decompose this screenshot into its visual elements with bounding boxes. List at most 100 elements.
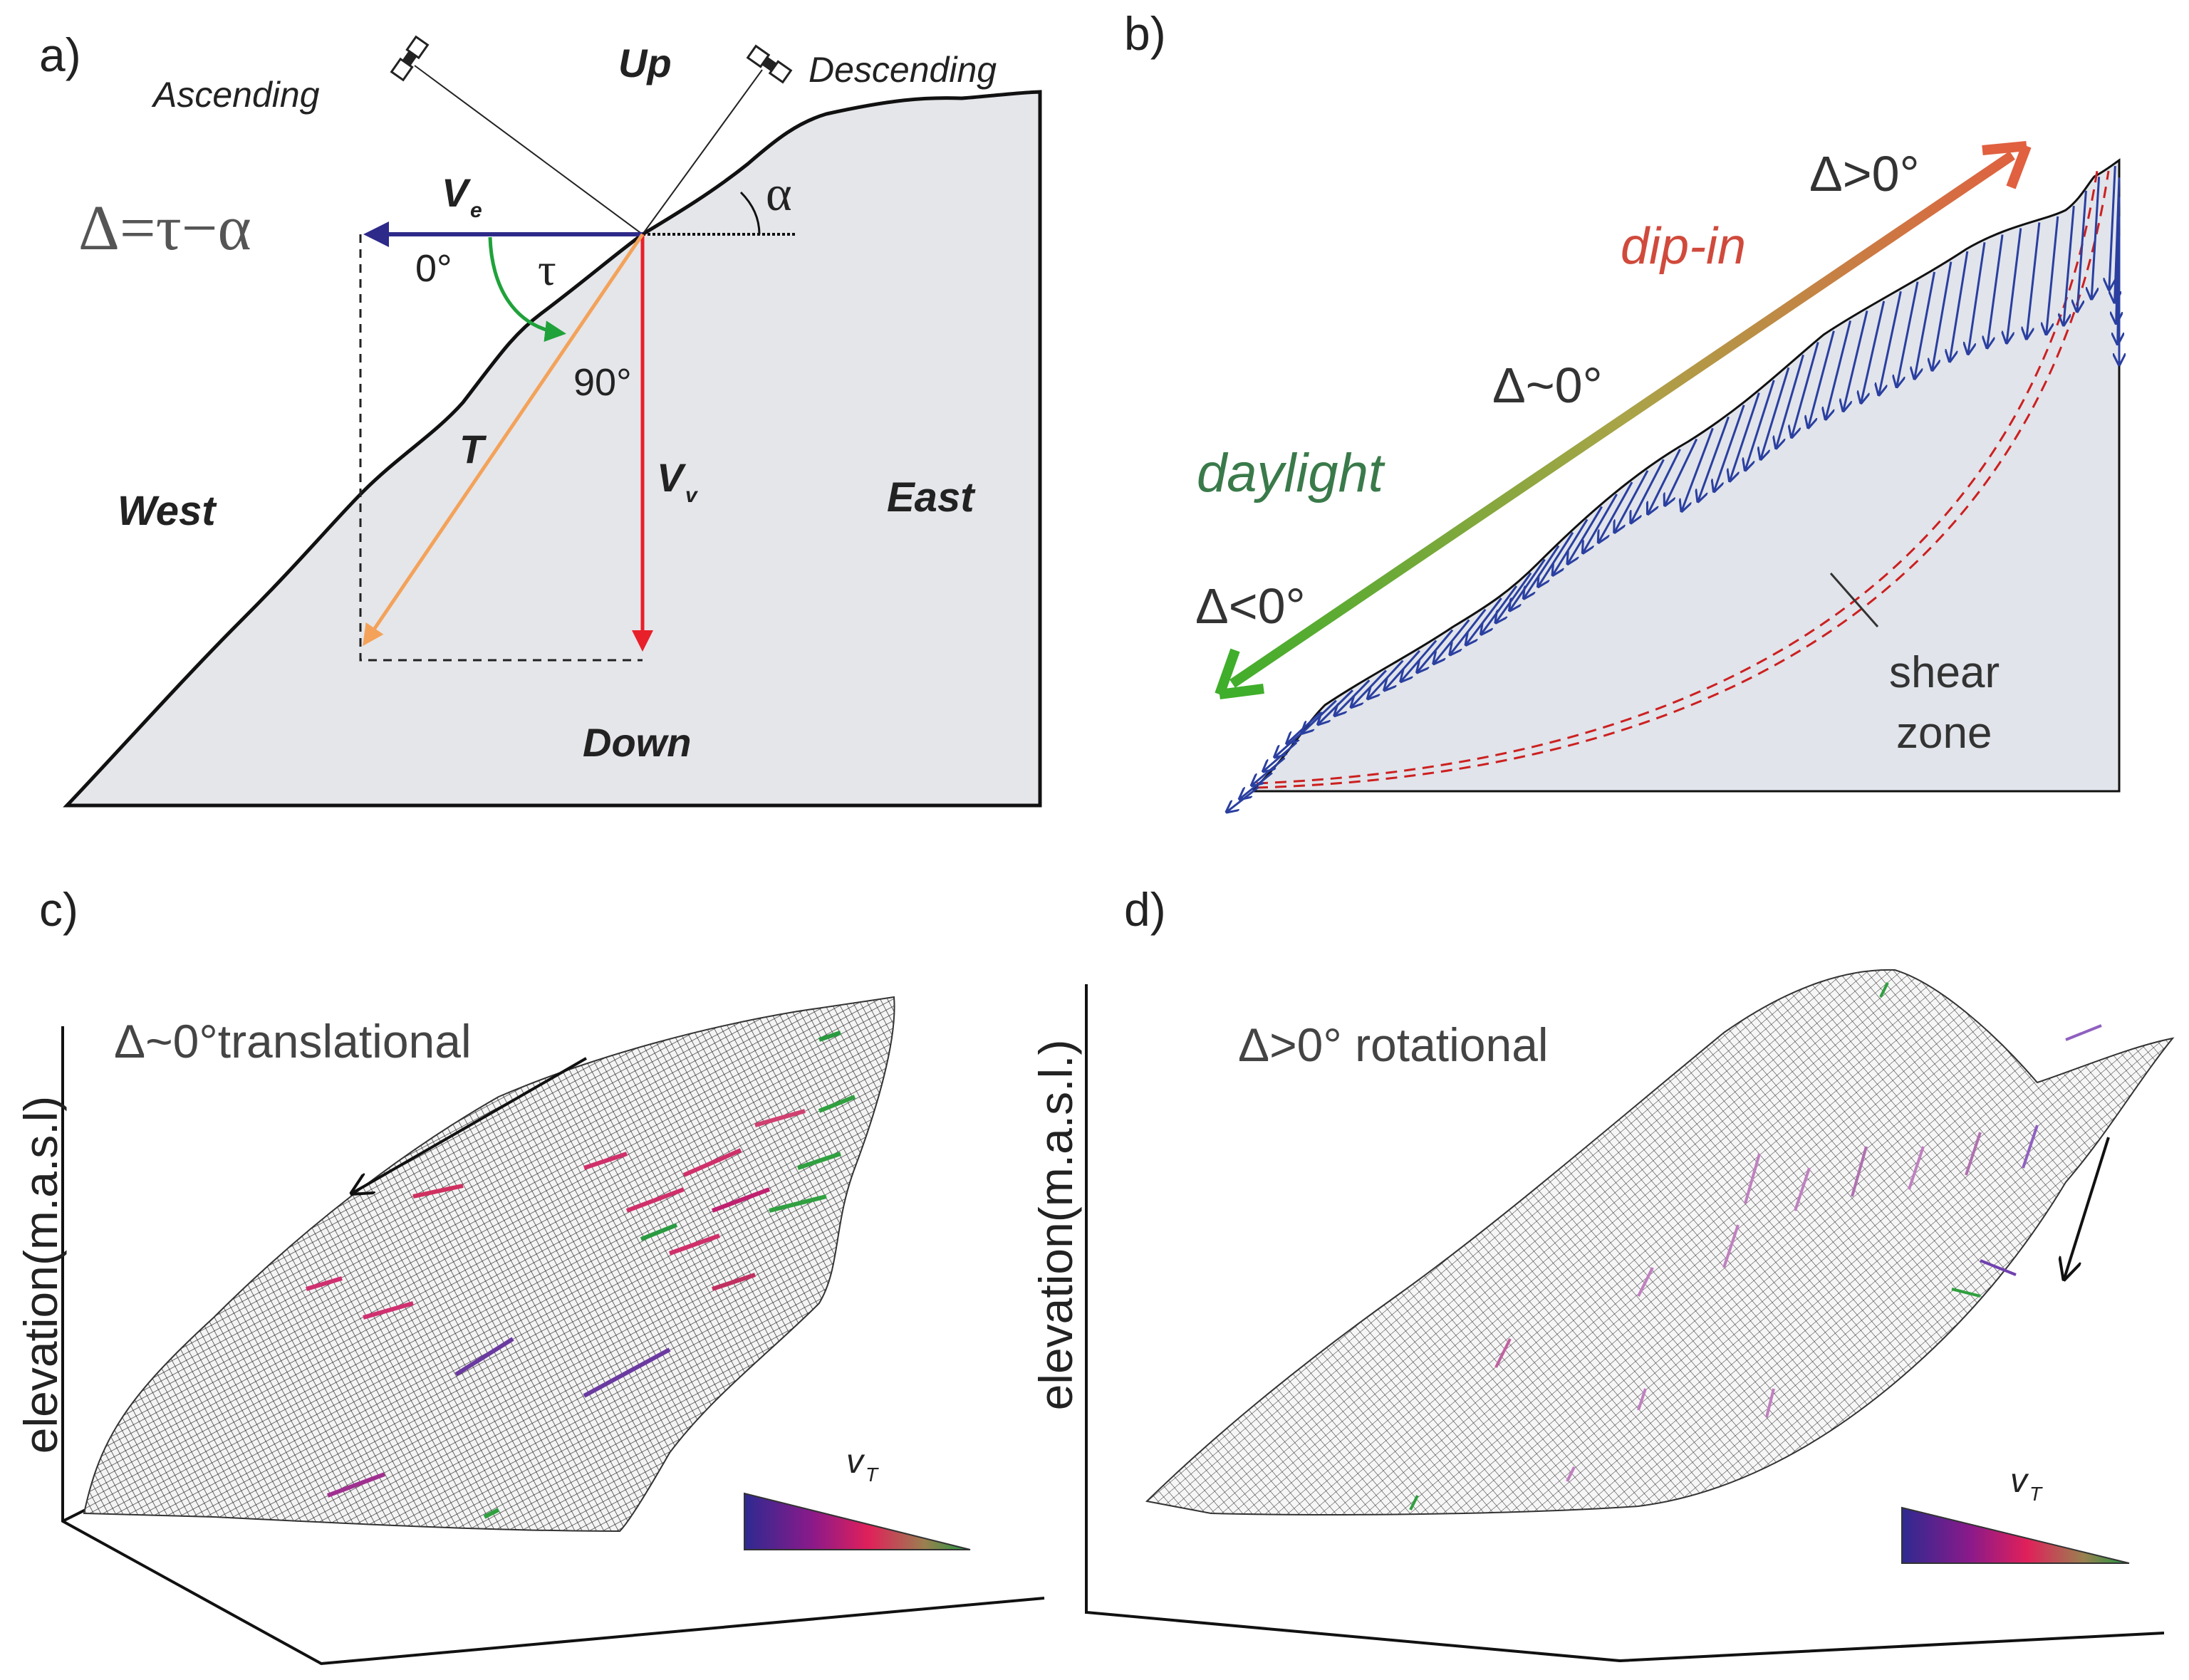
velocity-streak: [363, 1301, 414, 1320]
velocity-streaks-c: [306, 1031, 856, 1519]
velocity-streak: [712, 1273, 756, 1291]
delta-zero-label: Δ~0°: [1492, 358, 1603, 413]
dip-in-label: dip-in: [1621, 218, 1746, 275]
t-label: T: [459, 427, 487, 471]
3d-axes-d: [1085, 984, 2165, 1663]
mesh-surface-c: [83, 996, 895, 1533]
y-axis-label-c: elevation(m.a.s.l): [14, 1096, 67, 1454]
panel-c: c) elevation(m.a.s.l) Δ~0°translational …: [14, 883, 1045, 1666]
mesh-surface-d: [1145, 969, 2175, 1515]
alpha-angle-arc: [739, 191, 761, 235]
displacement-vector: [1631, 459, 1665, 522]
displacement-vector: [1682, 427, 1714, 510]
velocity-streak: [818, 1031, 841, 1042]
velocity-streak: [1637, 1267, 1654, 1297]
velocity-streak: [711, 1187, 771, 1213]
velocity-streak: [1566, 1466, 1576, 1482]
velocity-streak: [797, 1152, 841, 1170]
movement-direction-arrow-c: [353, 1057, 587, 1193]
velocity-streak: [2022, 1125, 2039, 1169]
vv-label-main: V: [657, 455, 687, 500]
displacement-vector: [1879, 291, 1902, 394]
displacement-vector: [1715, 405, 1745, 491]
y-axis-label-d: elevation(m.a.s.l.): [1029, 1040, 1082, 1411]
displacement-vector: [1434, 619, 1470, 663]
velocity-streak: [682, 1148, 742, 1177]
displacement-vector: [2064, 205, 2075, 324]
panel-label-c: c): [39, 883, 78, 936]
displacement-vector: [1584, 494, 1618, 552]
displacement-vector: [1968, 242, 1986, 353]
angle-0-label: 0°: [415, 247, 452, 290]
zone-label: zone: [1896, 709, 1992, 758]
displacement-vector: [1933, 261, 1953, 370]
displacement-vector: [1450, 608, 1487, 654]
angle-90-label: 90°: [573, 361, 632, 404]
panel-label-d: d): [1124, 883, 1166, 936]
alpha-label: α: [766, 167, 792, 221]
velocity-streak: [1494, 1338, 1512, 1368]
velocity-streak: [306, 1276, 343, 1291]
velocity-streak: [1765, 1388, 1775, 1418]
gradient-arrowhead-up: [1982, 141, 2032, 189]
down-label: Down: [583, 720, 691, 765]
displacement-vector: [1227, 786, 1260, 811]
up-label: Up: [618, 41, 672, 85]
panel-c-title: Δ~0°translational: [114, 1015, 472, 1068]
vv-label-sub: v: [685, 484, 699, 507]
east-label: East: [887, 474, 976, 521]
displacement-vector: [1809, 330, 1835, 427]
colorbar-label-d-main: v: [2010, 1462, 2029, 1500]
satellite-icon-ascending: [390, 35, 430, 82]
displacement-vector: [2047, 216, 2059, 333]
velocity-streak: [1409, 1495, 1419, 1511]
velocity-streak: [1980, 1259, 2017, 1276]
displacement-vector: [1539, 531, 1574, 586]
displacement-vector: [1553, 518, 1589, 574]
shear-zone-leader-line: [1829, 573, 1879, 627]
projection-dashed-box: [359, 234, 643, 662]
displacement-vector: [2027, 222, 2041, 338]
displacement-vector: [1777, 354, 1804, 447]
velocity-streak: [754, 1109, 806, 1127]
panel-a: a) Ascending Descending Up Down West Eas…: [39, 28, 1042, 808]
3d-axes-c: [61, 1026, 1045, 1666]
velocity-streak: [583, 1347, 671, 1398]
tau-label: τ: [538, 244, 556, 295]
shear-label: shear: [1889, 648, 2000, 697]
velocity-streak: [1851, 1146, 1868, 1197]
velocity-streak: [412, 1184, 464, 1199]
velocity-streak: [640, 1223, 678, 1241]
ve-label-main: V: [442, 170, 472, 215]
displacement-vector: [1987, 234, 2004, 348]
panel-d: d) elevation(m.a.s.l.) Δ>0° rotational v…: [1029, 883, 2175, 1663]
velocity-streak: [1744, 1153, 1761, 1204]
displacement-vector: [2109, 166, 2116, 288]
displacement-vector: [2007, 228, 2022, 342]
delta-positive-label: Δ>0°: [1809, 146, 1920, 202]
displacement-vector: [1897, 281, 1919, 386]
displacement-vector: [1730, 392, 1760, 481]
displacement-vector: [1615, 470, 1649, 532]
displacement-vector: [1792, 342, 1819, 437]
displacement-vector: [1510, 558, 1546, 610]
displacement-vector: [1665, 438, 1698, 505]
t-vector-arrow: [363, 233, 645, 647]
velocity-streak: [583, 1152, 628, 1170]
velocity-streak: [769, 1194, 827, 1213]
ascending-label: Ascending: [151, 75, 320, 115]
panel-label-b: b): [1124, 7, 1166, 60]
velocity-streak: [1722, 1224, 1740, 1268]
displacement-vector: [1761, 367, 1790, 459]
velocity-streak: [326, 1472, 386, 1498]
panel-d-title: Δ>0° rotational: [1238, 1018, 1549, 1071]
west-label: West: [118, 488, 217, 534]
velocity-streak: [1879, 982, 1889, 998]
gradient-arrowhead-down: [1215, 648, 1264, 699]
displacement-vector: [1915, 271, 1936, 378]
velocity-streak: [1908, 1146, 1925, 1190]
displacement-vector: [1524, 545, 1560, 598]
colorbar-label-d-sub: T: [2029, 1483, 2043, 1505]
panel-label-a: a): [39, 28, 81, 81]
